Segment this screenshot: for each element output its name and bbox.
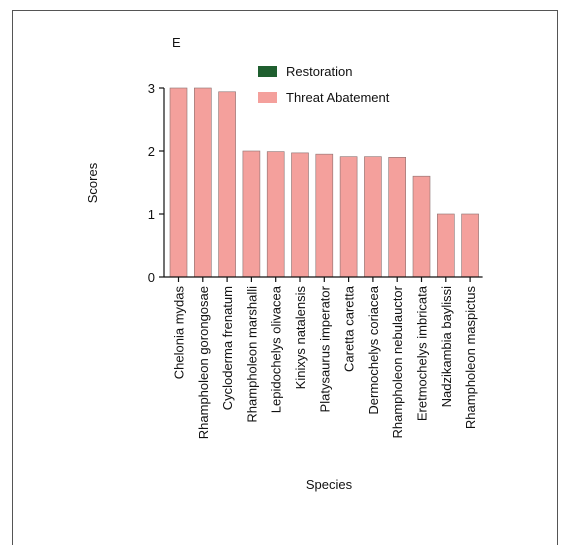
x-tick-label: Rhampholeon nebulauctor (390, 285, 405, 438)
x-axis-title: Species (306, 477, 353, 492)
bar-threat-abatement (169, 87, 188, 278)
x-tick-label: Kinixys natalensis (293, 286, 308, 390)
legend-swatch-threat-abatement (258, 92, 277, 103)
legend-label-threat-abatement: Threat Abatement (286, 90, 390, 105)
legend-swatch-restoration (258, 66, 277, 77)
bar-threat-abatement (242, 150, 261, 278)
panel-label: E (172, 35, 181, 50)
x-tick-label: Dermochelys coriacea (366, 285, 381, 414)
x-tick-label: Platysaurus imperator (317, 285, 332, 412)
y-axis-title: Scores (85, 162, 100, 203)
legend: Restoration Threat Abatement (258, 64, 390, 105)
x-tick-label: Rhampholeon gorongosae (196, 286, 211, 439)
legend-label-restoration: Restoration (286, 64, 352, 79)
x-tick-label: Chelonia mydas (172, 286, 187, 380)
x-axis: Chelonia mydas Rhampholeon gorongosae Cycl… (164, 276, 483, 439)
x-tick-label: Nadzikambia baylissi (439, 286, 454, 407)
x-tick-label: Rhampholeon marshalli (244, 286, 259, 423)
figure-frame (12, 10, 558, 545)
x-tick-label: Caretta caretta (342, 285, 357, 372)
bar-threat-abatement (412, 175, 431, 278)
bar-threat-abatement (461, 213, 479, 278)
y-tick-label: 3 (148, 81, 155, 96)
x-tick-label: Rhampholeon maspictus (463, 286, 478, 430)
bar-threat-abatement (436, 213, 455, 278)
bars (169, 87, 479, 278)
bar-threat-abatement (266, 151, 285, 278)
y-tick-label: 0 (148, 270, 155, 285)
x-tick-label: Cycloderma frenatum (220, 286, 235, 410)
y-tick-label: 2 (148, 144, 155, 159)
y-axis: 0 1 2 3 (148, 81, 165, 285)
bar-threat-abatement (194, 87, 212, 278)
bar-threat-abatement (339, 156, 358, 278)
bar-threat-abatement (218, 91, 236, 278)
bar-threat-abatement (291, 152, 309, 278)
bar-threat-abatement (364, 156, 382, 278)
x-tick-label: Lepidochelys olivacea (269, 285, 284, 413)
bar-threat-abatement (388, 157, 407, 278)
bar-threat-abatement (315, 153, 334, 278)
y-tick-label: 1 (148, 207, 155, 222)
x-tick-label: Eretmochelys imbricata (415, 285, 430, 421)
